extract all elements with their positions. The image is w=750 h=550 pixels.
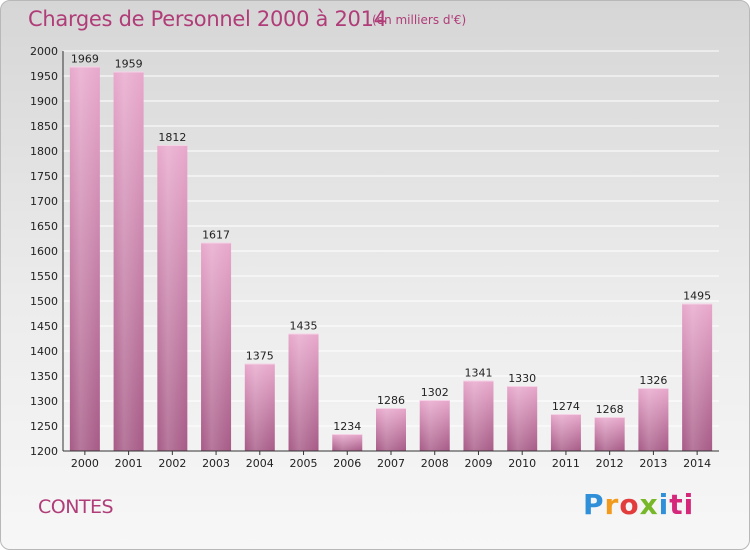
logo-letter: ti	[669, 488, 695, 521]
data-label: 1274	[552, 400, 580, 413]
bar-highlight	[201, 242, 232, 451]
bar-highlight	[376, 408, 406, 451]
y-tick-label: 1700	[30, 195, 58, 208]
data-label: 1435	[290, 320, 318, 333]
x-tick-label: 2011	[552, 457, 580, 470]
bar-highlight	[594, 417, 625, 451]
y-tick-label: 1950	[30, 70, 58, 83]
data-label: 1326	[639, 374, 667, 387]
data-label: 1969	[71, 53, 99, 66]
x-tick-label: 2006	[333, 457, 361, 470]
bar-highlight	[69, 66, 100, 451]
x-tick-label: 2001	[115, 457, 143, 470]
x-tick-label: 2014	[683, 457, 711, 470]
logo-letter: i	[658, 488, 670, 521]
axes: 1200 1250 1300 1350 1400 1450 1500 1550 1600 1650…	[30, 45, 719, 470]
y-tick-label: 1300	[30, 395, 58, 408]
data-label: 1617	[202, 229, 230, 242]
data-label: 1959	[115, 58, 143, 71]
chart-title: Charges de Personnel 2000 à 2014	[28, 7, 387, 31]
data-label: 1375	[246, 350, 274, 363]
commune-name: CONTES	[38, 496, 114, 518]
x-tick-label: 2010	[508, 457, 536, 470]
bar-highlight	[157, 145, 188, 451]
data-label: 1302	[421, 386, 449, 399]
x-tick-label: 2007	[377, 457, 405, 470]
bar-highlight	[507, 386, 538, 451]
proxiti-logo: Proxiti	[583, 488, 694, 521]
data-label: 1234	[333, 420, 361, 433]
bar-highlight	[419, 400, 450, 451]
x-tick-label: 2000	[71, 457, 99, 470]
bar-highlight	[113, 71, 144, 451]
bar-highlight	[288, 333, 319, 451]
bar-highlight	[332, 434, 363, 451]
x-tick-label: 2008	[421, 457, 449, 470]
x-tick-label: 2003	[202, 457, 230, 470]
bar-highlight	[638, 388, 669, 451]
bars: 1969 1959 1812 1617 1375 1435 1234 1286 1302 1341…	[69, 53, 713, 451]
y-tick-label: 1750	[30, 170, 58, 183]
x-tick-label: 2002	[158, 457, 186, 470]
y-tick-label: 1450	[30, 320, 58, 333]
y-tick-label: 2000	[30, 45, 58, 58]
y-tick-label: 1400	[30, 345, 58, 358]
y-tick-label: 1900	[30, 95, 58, 108]
y-tick-label: 1550	[30, 270, 58, 283]
y-tick-label: 1200	[30, 445, 58, 458]
y-tick-label: 1350	[30, 370, 58, 383]
x-tick-label: 2012	[596, 457, 624, 470]
data-label: 1341	[464, 367, 492, 380]
data-label: 1330	[508, 372, 536, 385]
y-tick-label: 1600	[30, 245, 58, 258]
bar-highlight	[550, 414, 581, 451]
data-label: 1495	[683, 290, 711, 303]
bar-highlight	[463, 380, 494, 451]
y-tick-label: 1850	[30, 120, 58, 133]
bar-highlight	[682, 303, 713, 451]
data-label: 1268	[596, 403, 624, 416]
x-tick-label: 2004	[246, 457, 274, 470]
logo-letter: x	[639, 488, 659, 521]
logo-letter: P	[583, 488, 605, 521]
logo-letter: r	[604, 488, 620, 521]
bar-highlight	[244, 363, 275, 451]
x-tick-label: 2005	[290, 457, 318, 470]
data-label: 1286	[377, 394, 405, 407]
y-tick-label: 1650	[30, 220, 58, 233]
y-tick-label: 1250	[30, 420, 58, 433]
logo-letter: o	[619, 488, 640, 521]
y-tick-label: 1800	[30, 145, 58, 158]
x-tick-label: 2009	[464, 457, 492, 470]
chart-subtitle: (en milliers d'€)	[372, 13, 467, 27]
data-label: 1812	[158, 131, 186, 144]
y-tick-label: 1500	[30, 295, 58, 308]
x-tick-label: 2013	[639, 457, 667, 470]
